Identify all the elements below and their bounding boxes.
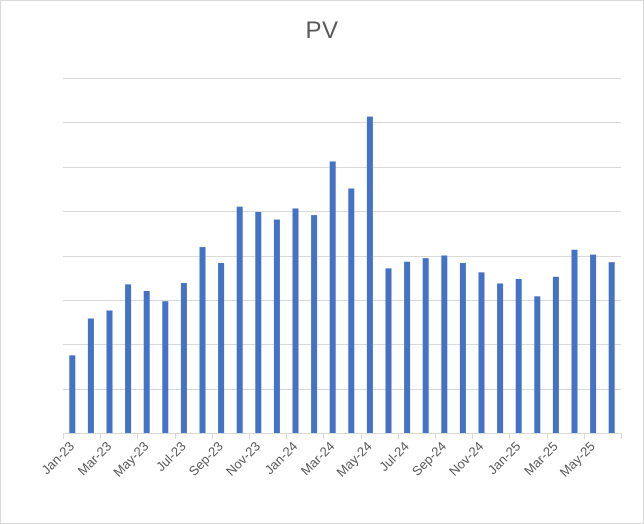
gridlines [63,78,621,390]
bar-nov-23 [255,212,262,433]
x-tick-label: Sep-23 [186,439,226,479]
x-tick-label: Jul-24 [376,439,412,475]
bar-nov-24 [478,272,485,433]
bar-mar-24 [329,161,336,433]
bar-jan-24 [292,208,299,433]
bar-sep-23 [218,263,225,433]
bar-jul-24 [404,261,411,433]
bar-apr-23 [125,284,132,433]
bar-sep-24 [441,255,448,433]
x-tick-label: Mar-24 [298,439,338,479]
bar-may-24 [366,116,373,434]
bar-jan-23 [69,355,76,433]
bar-may-23 [143,291,150,433]
x-tick-label: Nov-23 [223,439,263,479]
bar-aug-23 [199,247,206,433]
bar-apr-24 [348,188,355,433]
bar-jun-25 [608,262,615,433]
bar-feb-23 [87,318,94,433]
bar-feb-25 [534,296,541,433]
x-tick-label: Mar-25 [521,439,561,479]
x-tick-label: May-24 [333,439,374,480]
bar-dec-24 [497,283,504,433]
x-tick-label: May-25 [557,439,598,480]
bar-series [69,116,615,434]
bar-may-25 [590,254,597,433]
bar-aug-24 [422,258,429,433]
bar-jun-24 [385,268,392,433]
bar-feb-24 [311,215,318,433]
x-tick-label: Jan-24 [262,439,301,478]
bar-apr-25 [571,249,578,433]
bar-mar-23 [106,310,113,433]
x-tick-label: Jul-23 [153,439,189,475]
x-tick-label: Mar-23 [75,439,115,479]
bar-jan-25 [515,279,522,433]
x-axis [63,433,622,439]
x-tick-label: May-23 [110,439,151,480]
bar-mar-25 [552,276,559,433]
bar-dec-23 [273,219,280,433]
x-tick-label: Jan-25 [485,439,524,478]
bar-oct-23 [236,206,243,433]
x-tick-label: Jan-23 [38,439,77,478]
chart-title: PV [305,17,339,44]
x-tick-label: Nov-24 [446,439,486,479]
bar-jul-23 [180,283,187,433]
bar-oct-24 [459,263,466,433]
x-tick-label: Sep-24 [409,439,449,479]
bar-jun-23 [162,301,169,433]
